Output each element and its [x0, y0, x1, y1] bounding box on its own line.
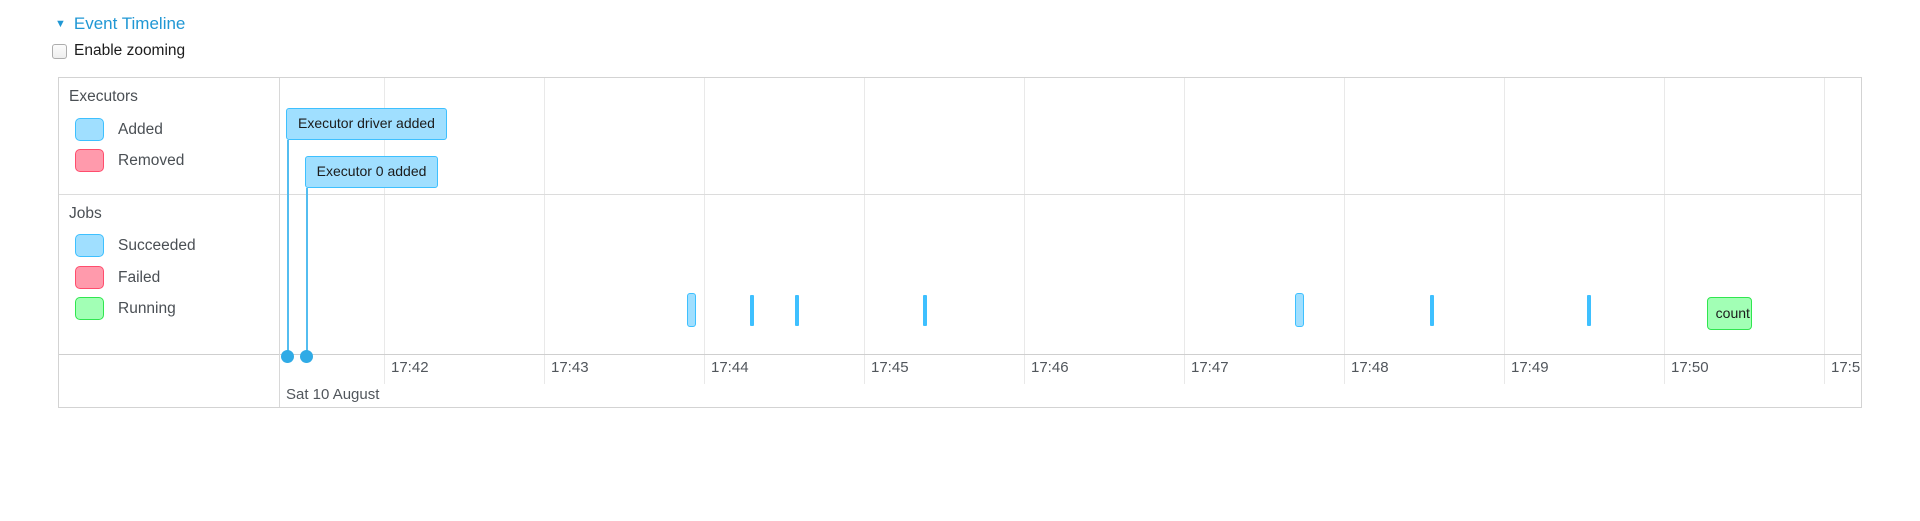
axis-tick-17:43: 17:43: [551, 359, 589, 376]
enable-zooming-row: Enable zooming: [52, 42, 185, 60]
job-item-succeeded[interactable]: [923, 295, 928, 326]
timeline-chart: Executors Added Removed Jobs Succeeded F…: [58, 77, 1862, 408]
axis-tick-17:44: 17:44: [711, 359, 749, 376]
job-item-succeeded[interactable]: [687, 293, 696, 327]
axis-tick-17:49: 17:49: [1511, 359, 1549, 376]
group-label-jobs: Jobs: [69, 205, 102, 222]
grid-line-17:42: [384, 78, 385, 384]
executor-event-line: [287, 140, 289, 356]
legend-executors-added: Added: [75, 118, 163, 141]
event-timeline-toggle[interactable]: ▼ Event Timeline: [55, 14, 185, 34]
grid-line-17:43: [544, 78, 545, 384]
enable-zooming-checkbox[interactable]: [52, 43, 67, 59]
axis-tick-17:47: 17:47: [1191, 359, 1229, 376]
legend-label-failed: Failed: [118, 268, 161, 286]
legend-jobs-failed: Failed: [75, 266, 160, 289]
grid-line-17:48: [1344, 78, 1345, 384]
executor-event-dot: [299, 350, 313, 363]
grid-line-17:44: [704, 78, 705, 384]
job-item-succeeded[interactable]: [795, 295, 800, 326]
axis-tick-17:48: 17:48: [1351, 359, 1389, 376]
axis-tick-17:50: 17:50: [1671, 359, 1709, 376]
axis-major-label: Sat 10 August: [286, 386, 380, 403]
legend-label-succeeded: Succeeded: [118, 236, 196, 254]
legend-swatch-removed: [75, 149, 104, 172]
legend-jobs-succeeded: Succeeded: [75, 234, 196, 257]
label-column-divider: [279, 78, 280, 407]
grid-line-17:47: [1184, 78, 1185, 384]
legend-label-removed: Removed: [118, 151, 185, 169]
executor-event-box[interactable]: Executor 0 added: [304, 156, 439, 188]
legend-swatch-failed: [75, 266, 104, 289]
time-axis-layer: 17:42 17:43 17:44 17:45 17:46 17:47 17:48 17:49…: [59, 78, 1861, 407]
lane-divider: [59, 194, 1861, 195]
legend-swatch-added: [75, 118, 104, 141]
axis-tick-17:51: 17:51: [1831, 359, 1861, 376]
grid-line-17:51: [1824, 78, 1825, 384]
axis-line: [59, 354, 1861, 355]
job-item-running[interactable]: count: [1706, 297, 1752, 330]
group-label-executors: Executors: [69, 88, 138, 105]
gridlines-layer: [59, 78, 1861, 407]
enable-zooming-label: Enable zooming: [74, 42, 186, 59]
legend-label-added: Added: [118, 120, 163, 138]
event-timeline-title: Event Timeline: [73, 14, 186, 33]
collapse-triangle-icon: ▼: [55, 17, 66, 30]
executor-event-box[interactable]: Executor driver added: [286, 108, 447, 140]
axis-tick-17:42: 17:42: [391, 359, 429, 376]
legend-swatch-succeeded: [75, 234, 104, 257]
job-item-succeeded[interactable]: [750, 295, 754, 326]
timeline-items-layer: Executor driver added Executor 0 added cou…: [59, 78, 1861, 407]
grid-line-17:50: [1664, 78, 1665, 384]
grid-line-17:49: [1504, 78, 1505, 384]
axis-tick-17:45: 17:45: [871, 359, 909, 376]
executor-event-line: [305, 188, 308, 356]
executor-event-dot: [281, 350, 294, 363]
job-item-succeeded[interactable]: [1587, 295, 1592, 326]
grid-line-17:45: [864, 78, 865, 384]
legend-executors-removed: Removed: [75, 149, 184, 172]
legend-swatch-running: [75, 297, 104, 320]
legend-label-running: Running: [118, 299, 176, 317]
legend-jobs-running: Running: [75, 297, 176, 320]
grid-line-17:46: [1024, 78, 1025, 384]
job-item-succeeded[interactable]: [1430, 295, 1434, 326]
axis-tick-17:46: 17:46: [1031, 359, 1069, 376]
job-item-succeeded[interactable]: [1295, 293, 1304, 327]
